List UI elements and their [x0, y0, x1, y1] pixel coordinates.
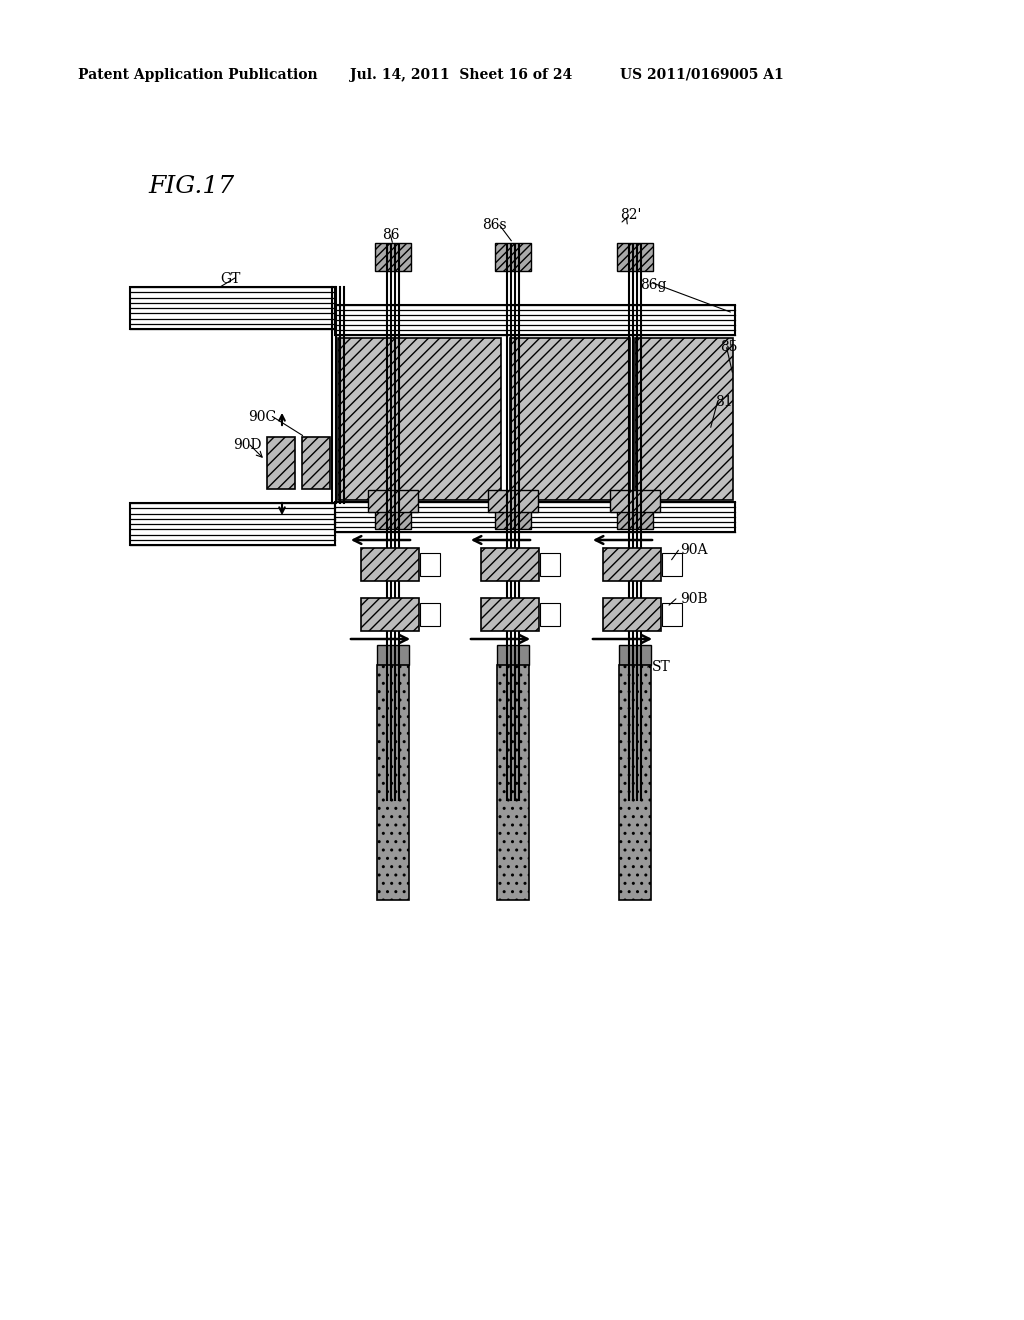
- Text: 85: 85: [720, 341, 737, 354]
- Bar: [603, 548, 662, 581]
- Text: Patent Application Publication: Patent Application Publication: [78, 69, 317, 82]
- Text: ST: ST: [652, 660, 671, 675]
- Bar: [488, 490, 538, 512]
- Text: Jul. 14, 2011  Sheet 16 of 24: Jul. 14, 2011 Sheet 16 of 24: [350, 69, 572, 82]
- Bar: [377, 665, 409, 900]
- Bar: [610, 490, 660, 512]
- Text: US 2011/0169005 A1: US 2011/0169005 A1: [620, 69, 783, 82]
- Bar: [335, 502, 735, 532]
- Bar: [377, 645, 409, 665]
- Bar: [338, 338, 501, 500]
- Text: GT: GT: [220, 272, 241, 286]
- Text: 81: 81: [715, 395, 732, 409]
- Text: 90A: 90A: [680, 543, 708, 557]
- Text: 86: 86: [382, 228, 399, 242]
- Bar: [635, 338, 733, 500]
- Bar: [497, 645, 529, 665]
- Text: 86g: 86g: [640, 279, 667, 292]
- Bar: [662, 603, 682, 626]
- Bar: [420, 603, 440, 626]
- Bar: [618, 645, 651, 665]
- Bar: [368, 490, 418, 512]
- Bar: [130, 503, 335, 545]
- Bar: [481, 548, 539, 581]
- Bar: [302, 437, 330, 488]
- Bar: [481, 598, 539, 631]
- Bar: [420, 553, 440, 576]
- Bar: [540, 603, 560, 626]
- Text: 90C: 90C: [248, 411, 276, 424]
- Text: 82': 82': [620, 209, 641, 222]
- Bar: [361, 598, 419, 631]
- Text: 90D: 90D: [233, 438, 261, 451]
- Bar: [495, 506, 531, 529]
- Text: 86s: 86s: [482, 218, 507, 232]
- Text: FIG.17: FIG.17: [148, 176, 234, 198]
- Bar: [335, 305, 735, 335]
- Bar: [540, 553, 560, 576]
- Text: 90B: 90B: [680, 591, 708, 606]
- Bar: [497, 665, 529, 900]
- Bar: [617, 243, 653, 271]
- Bar: [130, 286, 335, 329]
- Bar: [495, 243, 531, 271]
- Bar: [375, 243, 411, 271]
- Bar: [361, 548, 419, 581]
- Bar: [617, 506, 653, 529]
- Bar: [267, 437, 295, 488]
- Bar: [375, 506, 411, 529]
- Bar: [603, 598, 662, 631]
- Bar: [510, 338, 630, 500]
- Bar: [662, 553, 682, 576]
- Bar: [618, 665, 651, 900]
